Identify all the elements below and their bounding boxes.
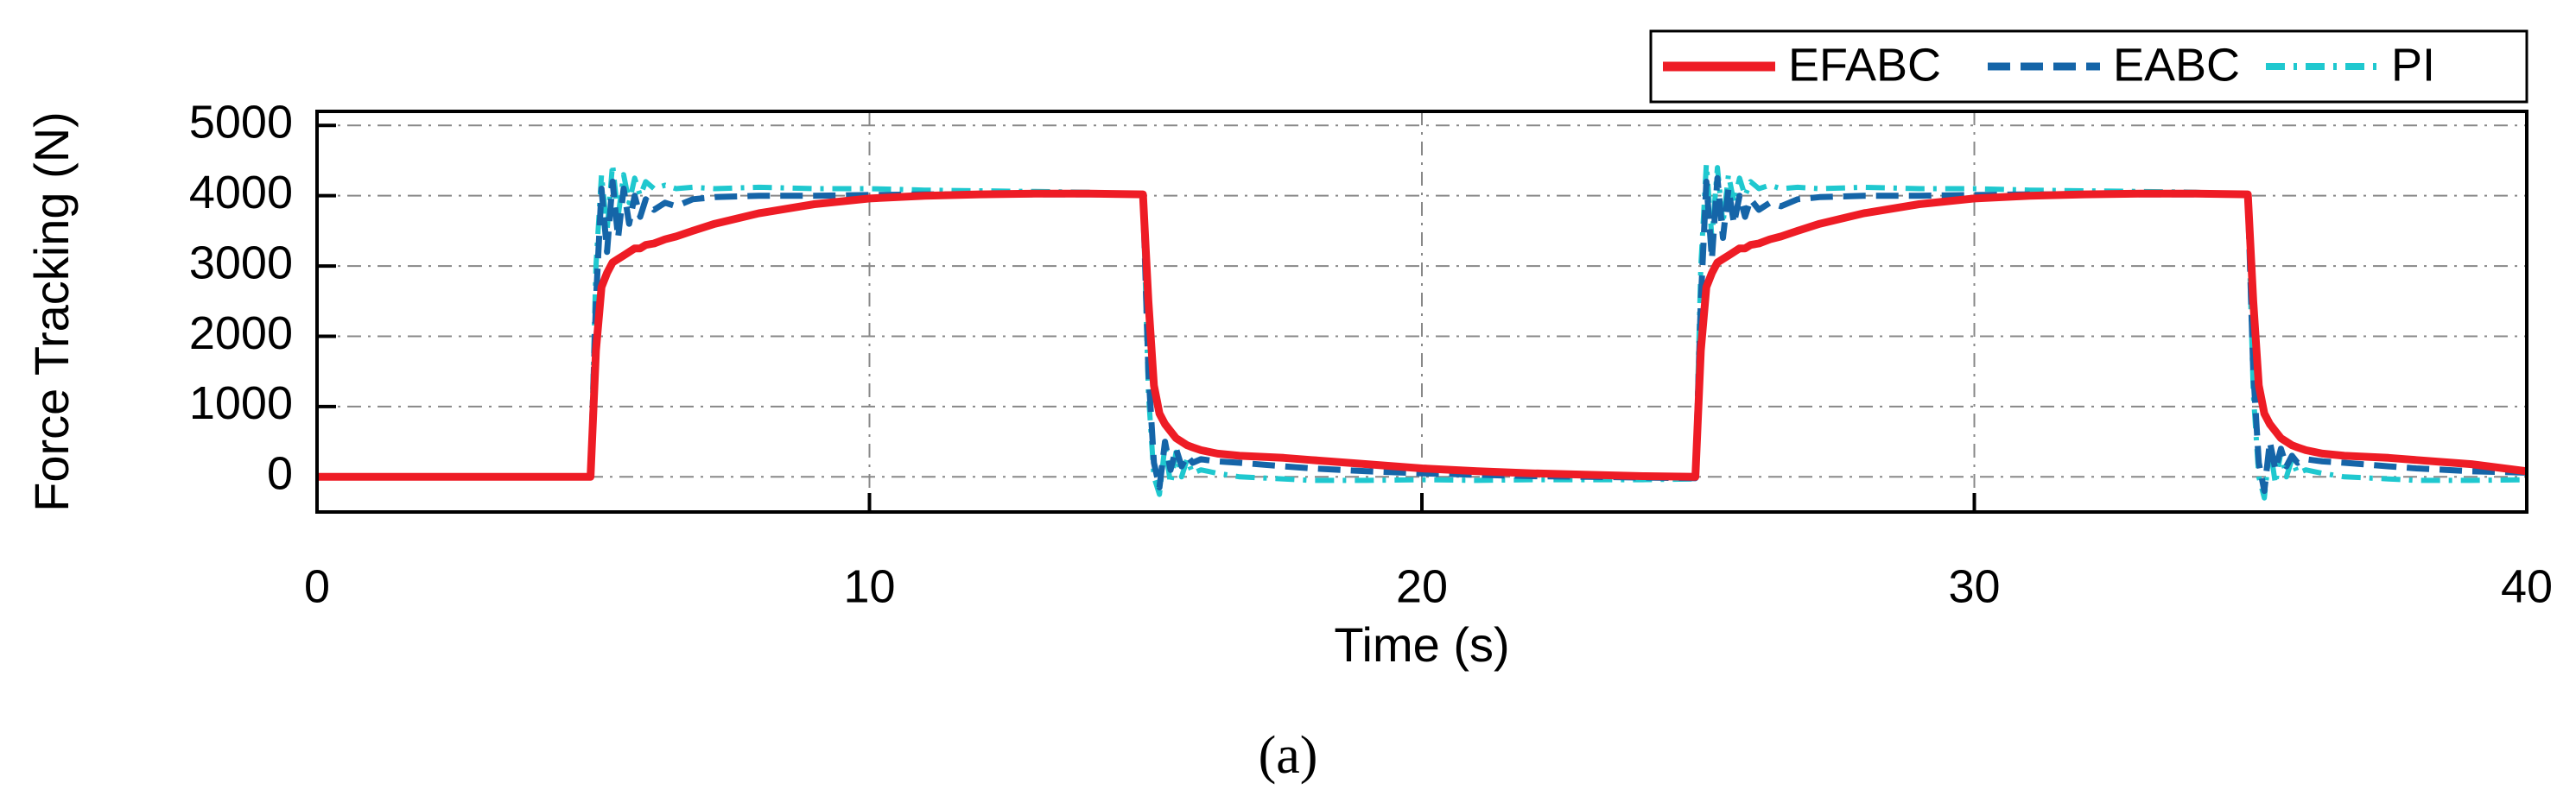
y-tick-label: 1000 bbox=[189, 377, 293, 429]
x-tick-label: 10 bbox=[843, 560, 895, 612]
y-tick-label: 2000 bbox=[189, 307, 293, 359]
x-tick-label: 40 bbox=[2501, 560, 2553, 612]
y-tick-label: 0 bbox=[267, 448, 293, 500]
caption: (a) bbox=[1259, 726, 1318, 785]
y-tick-label: 4000 bbox=[189, 167, 293, 218]
x-tick-label: 20 bbox=[1396, 560, 1448, 612]
y-tick-label: 5000 bbox=[189, 97, 293, 149]
x-tick-label: 0 bbox=[304, 560, 330, 612]
x-axis-label: Time (s) bbox=[1334, 617, 1509, 672]
series-line bbox=[317, 161, 2527, 501]
plot-frame bbox=[315, 110, 2528, 514]
y-tick-label: 3000 bbox=[189, 237, 293, 288]
legend-label: PI bbox=[2391, 39, 2435, 91]
x-tick-label: 30 bbox=[1948, 560, 2000, 612]
series-line bbox=[317, 189, 2527, 481]
legend-label: EABC bbox=[2113, 39, 2240, 91]
legend-label: EFABC bbox=[1788, 39, 1941, 91]
y-axis-label: Force Tracking (N) bbox=[24, 111, 79, 512]
